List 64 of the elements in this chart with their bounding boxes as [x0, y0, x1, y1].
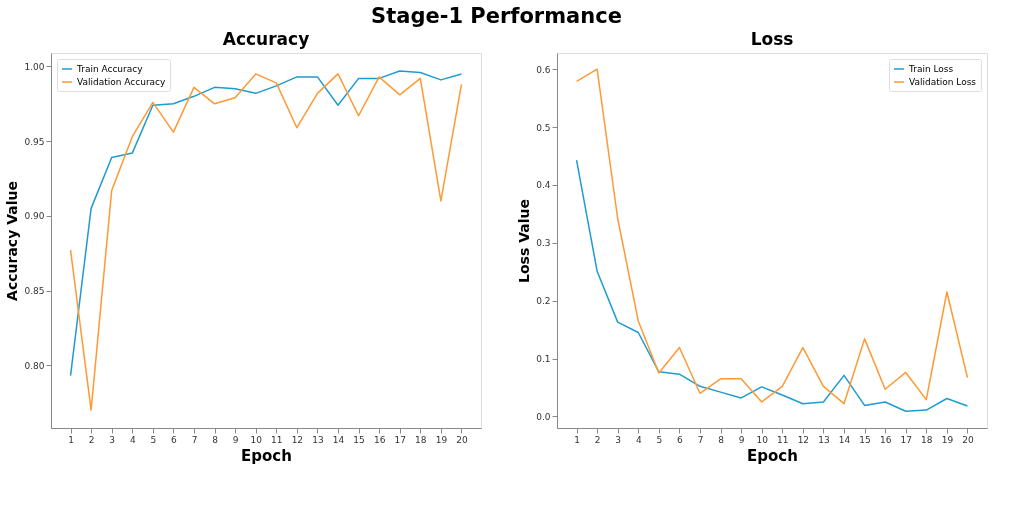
x-tick-label: 7: [697, 434, 704, 445]
x-tick-label: 13: [818, 434, 830, 445]
x-tick-label: 5: [150, 434, 157, 445]
x-tick-label: 1: [574, 434, 580, 445]
y-tick-label: 1.00: [24, 61, 45, 72]
x-tick-label: 12: [797, 434, 810, 445]
x-tick-label: 12: [291, 434, 304, 445]
x-tick-label: 19: [435, 434, 448, 445]
x-tick-label: 3: [109, 434, 116, 445]
x-tick-label: 7: [191, 434, 198, 445]
x-tick-label: 20: [456, 434, 468, 445]
y-tick-label: 0.3: [536, 238, 551, 249]
y-tick-label: 0.1: [536, 354, 551, 365]
y-tick-label: 0.0: [536, 411, 551, 422]
x-tick-label: 5: [656, 434, 663, 445]
x-tick-label: 11: [777, 434, 789, 445]
y-tick-label: 0.2: [536, 296, 551, 307]
x-tick-label: 14: [838, 434, 851, 445]
x-tick-label: 6: [171, 434, 178, 445]
chart-title: Loss: [750, 29, 794, 49]
x-tick-label: 16: [373, 434, 386, 445]
x-tick-label: 20: [962, 434, 974, 445]
text: Stage-1 Performance: [371, 3, 622, 28]
y-tick-label: 0.4: [536, 180, 551, 191]
x-tick-label: 11: [271, 434, 283, 445]
y-tick-label: 0.90: [24, 211, 45, 222]
x-tick-label: 8: [212, 434, 219, 445]
chart-title: Accuracy: [222, 29, 310, 49]
x-tick-label: 2: [594, 434, 601, 445]
y-tick-label: 0.85: [24, 286, 45, 297]
legend-label: Validation Loss: [909, 77, 977, 87]
x-tick-label: 10: [250, 434, 263, 445]
x-tick-label: 19: [941, 434, 954, 445]
x-axis-title: Epoch: [241, 446, 292, 465]
x-tick-label: 6: [677, 434, 684, 445]
x-tick-label: 15: [859, 434, 871, 445]
legend-label: Train Accuracy: [76, 64, 144, 74]
x-tick-label: 9: [232, 434, 239, 445]
x-tick-label: 17: [394, 434, 406, 445]
x-axis-title: Epoch: [747, 446, 798, 465]
legend-label: Train Loss: [908, 64, 954, 74]
x-tick-label: 2: [88, 434, 95, 445]
x-tick-label: 10: [756, 434, 769, 445]
y-tick-label: 0.5: [536, 122, 551, 133]
x-tick-label: 15: [353, 434, 365, 445]
x-tick-label: 1: [68, 434, 74, 445]
x-tick-label: 4: [129, 434, 136, 445]
x-tick-label: 13: [312, 434, 324, 445]
x-tick-label: 4: [635, 434, 642, 445]
y-tick-label: 0.80: [24, 360, 45, 371]
x-tick-label: 17: [900, 434, 912, 445]
x-tick-label: 18: [415, 434, 427, 445]
x-tick-label: 3: [615, 434, 622, 445]
x-tick-label: 14: [332, 434, 345, 445]
x-tick-label: 9: [738, 434, 745, 445]
y-axis-title: Accuracy Value: [4, 181, 21, 301]
line-series: [575, 159, 969, 412]
y-axis-title: Loss Value: [516, 199, 533, 283]
x-tick-label: 8: [718, 434, 725, 445]
y-tick-label: 0.6: [536, 64, 551, 75]
legend-label: Validation Accuracy: [77, 77, 167, 87]
x-tick-label: 16: [879, 434, 892, 445]
x-tick-label: 18: [921, 434, 933, 445]
y-tick-label: 0.95: [24, 136, 45, 147]
